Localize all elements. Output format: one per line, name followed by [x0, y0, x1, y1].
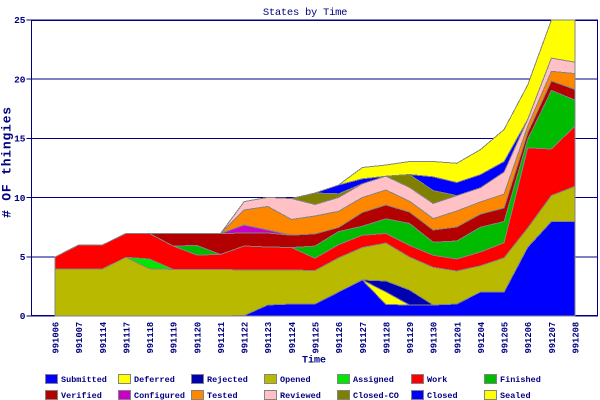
svg-text:991207: 991207 [548, 322, 558, 354]
svg-text:10: 10 [14, 193, 26, 204]
svg-text:Configured: Configured [134, 391, 185, 400]
svg-text:991123: 991123 [264, 322, 274, 354]
svg-text:991122: 991122 [241, 322, 251, 354]
svg-text:Work: Work [427, 375, 447, 385]
svg-text:991007: 991007 [75, 322, 85, 354]
svg-text:Tested: Tested [207, 391, 238, 400]
svg-text:15: 15 [14, 134, 26, 145]
svg-text:991125: 991125 [312, 322, 322, 354]
svg-text:991114: 991114 [99, 321, 109, 353]
svg-text:20: 20 [14, 74, 26, 85]
svg-text:Closed: Closed [427, 391, 458, 400]
svg-text:5: 5 [20, 252, 26, 263]
svg-text:Verified: Verified [61, 391, 102, 400]
svg-text:Time: Time [302, 355, 326, 367]
svg-text:25: 25 [14, 15, 26, 26]
svg-text:991120: 991120 [193, 322, 203, 354]
svg-text:991121: 991121 [217, 322, 227, 354]
svg-text:991128: 991128 [382, 322, 392, 354]
svg-text:991006: 991006 [52, 322, 62, 354]
svg-text:# OF thingies: # OF thingies [0, 106, 15, 218]
svg-text:991201: 991201 [453, 322, 463, 354]
svg-text:991118: 991118 [146, 322, 156, 354]
svg-text:Assigned: Assigned [353, 375, 394, 385]
svg-text:991205: 991205 [501, 322, 511, 354]
svg-text:991206: 991206 [524, 322, 534, 354]
svg-text:Submitted: Submitted [61, 375, 107, 385]
svg-text:0: 0 [20, 311, 26, 322]
svg-text:991117: 991117 [122, 322, 132, 354]
svg-text:Finished: Finished [500, 375, 541, 385]
svg-text:Reviewed: Reviewed [280, 391, 321, 400]
svg-text:991127: 991127 [359, 322, 369, 354]
svg-text:991119: 991119 [170, 322, 180, 354]
svg-text:Closed-CO: Closed-CO [353, 391, 399, 400]
svg-text:991124: 991124 [288, 321, 298, 353]
svg-text:Deferred: Deferred [134, 375, 175, 385]
svg-text:States by Time: States by Time [263, 7, 347, 19]
svg-text:991129: 991129 [406, 322, 416, 354]
svg-text:991130: 991130 [430, 322, 440, 354]
svg-text:Sealed: Sealed [500, 391, 531, 400]
svg-text:Opened: Opened [280, 375, 311, 385]
svg-text:Rejected: Rejected [207, 375, 248, 385]
svg-text:991208: 991208 [572, 322, 582, 354]
svg-text:991204: 991204 [477, 321, 487, 353]
svg-text:991126: 991126 [335, 322, 345, 354]
